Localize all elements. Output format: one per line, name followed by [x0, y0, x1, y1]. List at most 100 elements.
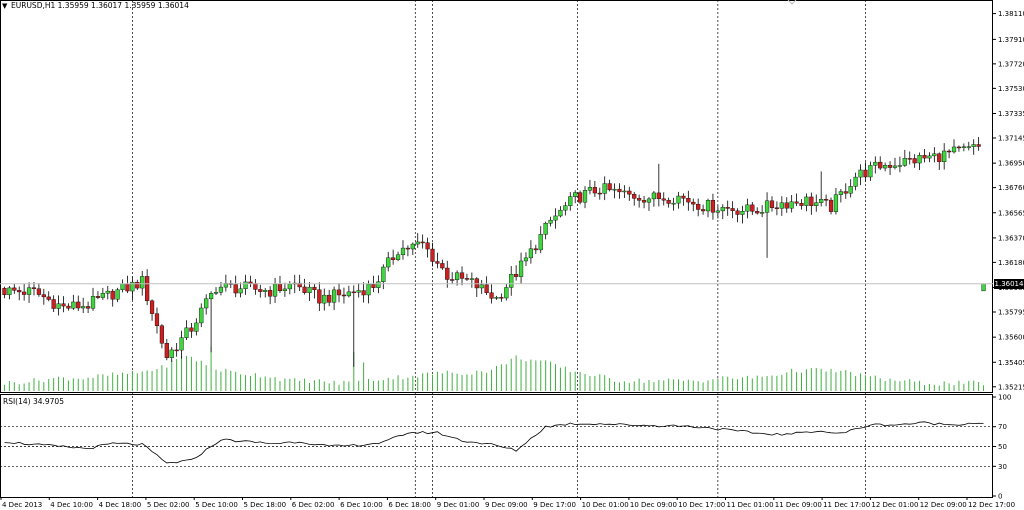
symbol-title: EURUSD,H1 1.35959 1.36017 1.35959 1.3601… — [11, 1, 189, 10]
bull-candle-body — [395, 254, 401, 260]
bull-candle-body — [543, 222, 548, 235]
bull-candle-body — [892, 165, 898, 168]
price-axis: 1.38110 1.37910 1.37720 1.37530 1.37335 1.371… — [993, 10, 1024, 391]
bear-candle-body — [735, 210, 740, 215]
bull-candle-body — [356, 290, 361, 293]
rsi-tick-label: 70 — [998, 423, 1007, 431]
main-panel-frame — [0, 0, 993, 393]
bull-candle-body — [932, 153, 937, 157]
bear-candle-body — [159, 325, 164, 344]
bear-candle-body — [36, 288, 41, 295]
bull-candle-body — [509, 274, 514, 288]
time-tick-label: 5 Dec 18:00 — [244, 501, 287, 509]
bear-candle-body — [445, 267, 450, 280]
bull-candle-body — [218, 286, 224, 293]
rsi-tick-label: 50 — [998, 443, 1007, 451]
chart-dropdown-arrow-icon[interactable]: ▼ — [2, 2, 8, 10]
bull-candle-body — [853, 176, 858, 187]
bear-candle-body — [769, 200, 775, 208]
bear-candle-body — [750, 204, 755, 212]
bull-candle-body — [400, 247, 406, 256]
bull-candle-body — [764, 200, 770, 213]
bear-candle-body — [696, 203, 701, 210]
bear-candle-body — [922, 155, 927, 159]
bear-candle-body — [391, 257, 396, 260]
bull-candle-body — [548, 219, 553, 224]
bull-candle-body — [381, 266, 386, 282]
bear-candle-body — [277, 283, 283, 292]
bear-candle-body — [656, 192, 661, 200]
bear-candle-body — [499, 297, 504, 299]
bull-candle-body — [479, 284, 484, 289]
bear-candle-body — [661, 198, 666, 201]
bull-candle-body — [814, 202, 819, 207]
bull-candle-body — [120, 283, 125, 290]
bull-candle-body — [528, 248, 533, 259]
bear-candle-body — [686, 198, 691, 203]
time-tick-label: 11 Dec 09:00 — [775, 501, 822, 509]
bear-candle-body — [464, 278, 470, 280]
bull-candle-body — [966, 146, 971, 148]
price-tick-label: 1.36950 — [998, 160, 1024, 168]
bear-candle-body — [863, 169, 868, 178]
bull-candle-body — [740, 211, 745, 215]
rsi-title: RSI(14) 34.9705 — [3, 397, 64, 406]
time-tick-label: 9 Dec 09:00 — [485, 501, 528, 509]
bull-candle-body — [671, 202, 676, 205]
bull-candle-body — [582, 190, 588, 203]
bear-candle-body — [22, 291, 27, 295]
bear-candle-body — [691, 201, 696, 205]
price-tick-label: 1.36370 — [998, 234, 1024, 242]
bull-candle-body — [568, 196, 573, 206]
bull-candle-body — [130, 281, 135, 292]
bull-candle-body — [873, 161, 878, 166]
bear-candle-body — [341, 294, 347, 297]
bear-candle-body — [514, 274, 519, 277]
bear-candle-body — [149, 300, 155, 314]
bull-candle-body — [612, 188, 617, 191]
bull-candle-body — [833, 194, 839, 212]
bear-candle-body — [425, 242, 430, 250]
bear-candle-body — [450, 279, 455, 281]
bear-candle-body — [907, 158, 912, 160]
price-tick-label: 1.37530 — [998, 85, 1024, 93]
bear-candle-body — [828, 199, 834, 212]
bull-candle-body — [169, 349, 174, 358]
bull-candle-body — [804, 196, 809, 206]
bull-candle-body — [523, 257, 529, 262]
bear-candle-body — [637, 198, 642, 201]
time-tick-label: 9 Dec 17:00 — [533, 501, 576, 509]
bull-candle-body — [7, 287, 12, 296]
bull-candle-body — [386, 257, 391, 268]
price-tick-label: 1.36180 — [998, 259, 1024, 267]
bull-candle-body — [651, 192, 656, 200]
bull-candle-body — [858, 169, 863, 178]
time-tick-label: 11 Dec 17:00 — [823, 501, 870, 509]
bear-candle-body — [302, 286, 307, 293]
price-tick-label: 1.38110 — [998, 10, 1024, 18]
bull-candle-body — [366, 283, 371, 296]
bull-candle-body — [848, 186, 853, 194]
bull-candle-body — [81, 306, 86, 309]
bear-candle-body — [824, 199, 829, 201]
bull-candle-body — [819, 199, 824, 203]
bear-candle-body — [730, 208, 735, 212]
bear-candle-body — [474, 278, 479, 289]
bear-candle-body — [666, 199, 671, 204]
time-axis: 4 Dec 2013 4 Dec 10:00 4 Dec 18:00 5 Dec 02… — [0, 497, 1015, 509]
price-tick-label: 1.37720 — [998, 60, 1024, 68]
bear-candle-body — [937, 153, 942, 162]
bull-candle-body — [504, 287, 509, 299]
bear-candle-body — [435, 261, 440, 264]
bear-candle-body — [632, 193, 637, 199]
bear-candle-body — [336, 289, 342, 296]
bear-candle-body — [843, 191, 848, 194]
bull-candle-body — [184, 327, 189, 338]
bull-candle-body — [927, 155, 932, 159]
time-tick-label: 6 Dec 18:00 — [388, 501, 431, 509]
bull-candle-body — [868, 165, 873, 178]
bull-candle-body — [455, 272, 460, 280]
bull-candle-body — [307, 286, 312, 293]
bear-candle-body — [592, 187, 597, 194]
